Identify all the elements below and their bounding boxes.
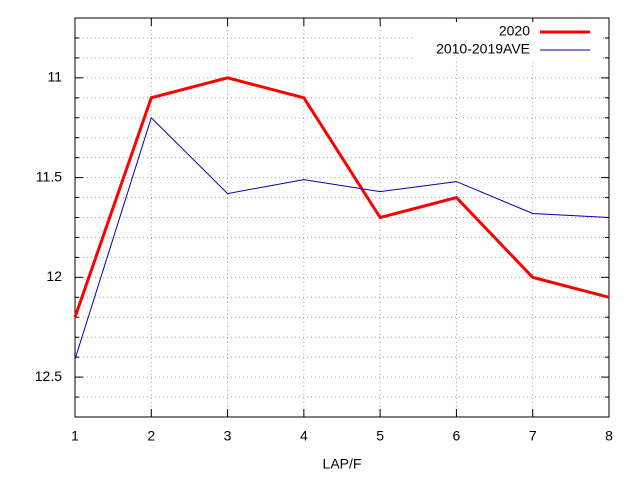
y-tick-label: 11 <box>47 69 62 85</box>
x-tick-label: 3 <box>224 428 232 444</box>
x-tick-label: 4 <box>300 428 308 444</box>
x-tick-label: 8 <box>605 428 613 444</box>
y-tick-label: 12.5 <box>35 368 62 384</box>
legend-label: 2020 <box>499 23 530 39</box>
x-tick-label: 1 <box>71 428 79 444</box>
x-tick-label: 7 <box>529 428 537 444</box>
legend-label: 2010-2019AVE <box>436 41 530 57</box>
x-tick-label: 5 <box>376 428 384 444</box>
legend-box <box>415 22 600 62</box>
y-tick-label: 11.5 <box>36 168 62 184</box>
x-axis-label: LAP/F <box>323 456 362 472</box>
series-line <box>73 76 610 318</box>
x-tick-label: 6 <box>453 428 461 444</box>
x-tick-label: 2 <box>147 428 155 444</box>
series-line <box>74 116 610 360</box>
y-tick-label: 12 <box>46 268 62 284</box>
